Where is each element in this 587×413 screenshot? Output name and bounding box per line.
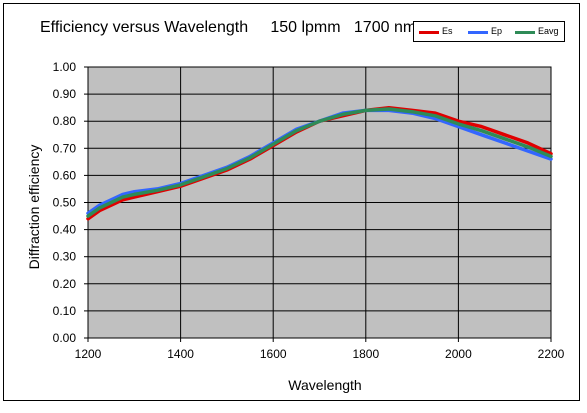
chart-title: Efficiency versus Wavelength 150 lpmm 17… <box>40 19 417 36</box>
y-tick-label-5: 0.50 <box>53 196 77 210</box>
y-tick-label-2: 0.20 <box>53 277 77 291</box>
legend-label-eavg: Eavg <box>538 26 559 36</box>
x-tick-label-2: 1600 <box>260 347 287 361</box>
y-tick-label-7: 0.70 <box>53 141 77 155</box>
y-tick-label-10: 1.00 <box>53 60 77 74</box>
x-tick-label-3: 1800 <box>352 347 379 361</box>
y-tick-label-4: 0.40 <box>53 223 77 237</box>
x-tick-label-5: 2200 <box>538 347 565 361</box>
legend-swatch-eavg <box>515 31 535 34</box>
y-axis-label: Diffraction efficiency <box>26 144 42 270</box>
x-tick-label-4: 2000 <box>445 347 472 361</box>
legend-swatch-ep <box>468 31 488 34</box>
y-tick-label-8: 0.80 <box>53 114 77 128</box>
y-tick-label-3: 0.30 <box>53 250 77 264</box>
x-tick-label-1: 1400 <box>167 347 194 361</box>
chart-legend: Es Ep Eavg <box>413 21 565 42</box>
y-tick-label-9: 0.90 <box>53 87 77 101</box>
y-tick-label-6: 0.60 <box>53 168 77 182</box>
series-line-eavg <box>86 107 553 218</box>
x-axis-label: Wavelength <box>288 377 362 393</box>
legend-label-es: Es <box>442 26 453 36</box>
y-tick-label-0: 0.00 <box>53 331 77 345</box>
legend-swatch-es <box>419 31 439 34</box>
y-tick-label-1: 0.10 <box>53 304 77 318</box>
legend-label-ep: Ep <box>491 26 503 36</box>
x-tick-label-0: 1200 <box>75 347 102 361</box>
